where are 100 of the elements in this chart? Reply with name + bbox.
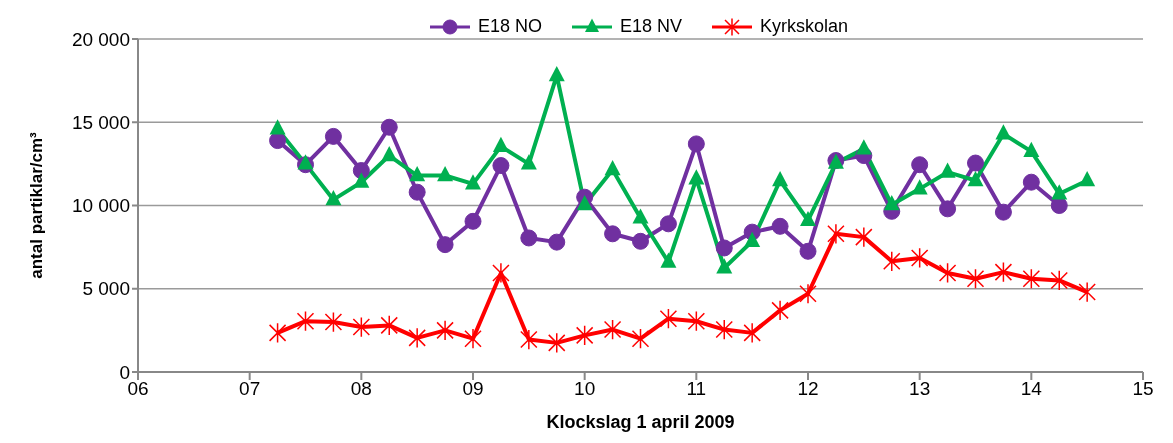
point bbox=[296, 310, 315, 332]
point bbox=[1023, 141, 1040, 157]
point bbox=[492, 136, 509, 152]
point bbox=[324, 127, 342, 145]
x-tick-label: 07 bbox=[239, 378, 261, 400]
point bbox=[910, 247, 929, 269]
x-tick-label: 10 bbox=[574, 378, 596, 400]
point bbox=[994, 203, 1012, 221]
x-tick-label: 11 bbox=[686, 378, 707, 400]
x-axis-title: Klockslag 1 april 2009 bbox=[546, 412, 735, 432]
point bbox=[632, 208, 649, 224]
point bbox=[324, 311, 343, 333]
point bbox=[995, 124, 1012, 140]
point bbox=[939, 162, 956, 178]
point bbox=[520, 329, 538, 350]
point bbox=[436, 320, 454, 341]
point bbox=[772, 170, 789, 187]
y-tick-label: 20 000 bbox=[71, 28, 130, 50]
x-tick-label: 13 bbox=[909, 378, 931, 400]
point bbox=[855, 139, 872, 155]
point bbox=[715, 319, 733, 340]
legend-label: E18 NV bbox=[619, 16, 683, 37]
point bbox=[827, 223, 845, 245]
point bbox=[659, 215, 677, 233]
point bbox=[1079, 170, 1096, 187]
point bbox=[548, 332, 566, 354]
point bbox=[548, 66, 565, 82]
point bbox=[297, 154, 314, 170]
point bbox=[967, 154, 984, 172]
point bbox=[464, 212, 482, 230]
x-tick-label: 15 bbox=[1132, 378, 1154, 400]
point bbox=[883, 250, 901, 272]
point bbox=[687, 310, 706, 332]
point bbox=[659, 308, 678, 330]
point bbox=[492, 262, 510, 284]
point bbox=[465, 174, 481, 190]
y-tick-label: 5 000 bbox=[82, 278, 130, 300]
point bbox=[353, 172, 370, 188]
point bbox=[269, 119, 286, 135]
x-tick-label: 14 bbox=[1020, 378, 1043, 400]
point bbox=[687, 135, 705, 153]
x-tick-label: 12 bbox=[797, 378, 819, 400]
point bbox=[966, 268, 985, 290]
point bbox=[883, 195, 900, 211]
point bbox=[381, 145, 398, 162]
point bbox=[771, 217, 789, 235]
point bbox=[771, 300, 789, 321]
x-tick-label: 08 bbox=[350, 378, 372, 400]
point bbox=[799, 283, 817, 305]
point bbox=[799, 242, 817, 260]
point bbox=[743, 322, 761, 344]
point bbox=[660, 252, 677, 268]
point bbox=[744, 231, 761, 247]
point bbox=[1051, 184, 1068, 200]
point bbox=[994, 261, 1013, 283]
point bbox=[576, 195, 593, 211]
point bbox=[603, 319, 622, 340]
y-tick-label: 10 000 bbox=[71, 195, 130, 217]
point bbox=[604, 225, 622, 243]
point bbox=[575, 325, 594, 346]
point bbox=[939, 200, 957, 218]
point bbox=[269, 132, 287, 150]
point bbox=[436, 236, 454, 254]
x-tick-label: 09 bbox=[462, 378, 484, 400]
point bbox=[967, 170, 984, 187]
point bbox=[604, 160, 621, 176]
point bbox=[631, 328, 650, 350]
legend-label: Kyrkskolan bbox=[760, 16, 849, 37]
point bbox=[911, 179, 928, 195]
point bbox=[1022, 268, 1041, 290]
point bbox=[938, 262, 957, 284]
point bbox=[716, 258, 733, 274]
legend-label: E18 NO bbox=[477, 16, 542, 37]
point bbox=[408, 327, 426, 349]
point bbox=[800, 210, 816, 227]
y-tick-label: 0 bbox=[119, 361, 130, 383]
point bbox=[408, 183, 426, 201]
point bbox=[1050, 270, 1068, 291]
point bbox=[352, 316, 371, 338]
point bbox=[715, 239, 733, 257]
point bbox=[492, 157, 510, 175]
point bbox=[352, 162, 370, 180]
point bbox=[380, 315, 398, 336]
point bbox=[437, 165, 454, 182]
point bbox=[1078, 281, 1096, 303]
y-axis-title: antal partiklar/cm³ bbox=[27, 131, 47, 279]
point bbox=[1050, 197, 1068, 214]
point bbox=[1022, 173, 1040, 191]
point bbox=[855, 226, 873, 248]
point bbox=[632, 232, 649, 250]
point bbox=[688, 169, 705, 185]
point bbox=[464, 328, 482, 350]
point bbox=[380, 118, 398, 136]
x-tick-label: 06 bbox=[127, 378, 149, 400]
point bbox=[268, 322, 287, 344]
y-tick-label: 15 000 bbox=[71, 112, 130, 133]
point bbox=[520, 154, 537, 170]
point bbox=[911, 156, 929, 174]
point bbox=[548, 233, 566, 251]
point bbox=[409, 165, 426, 182]
